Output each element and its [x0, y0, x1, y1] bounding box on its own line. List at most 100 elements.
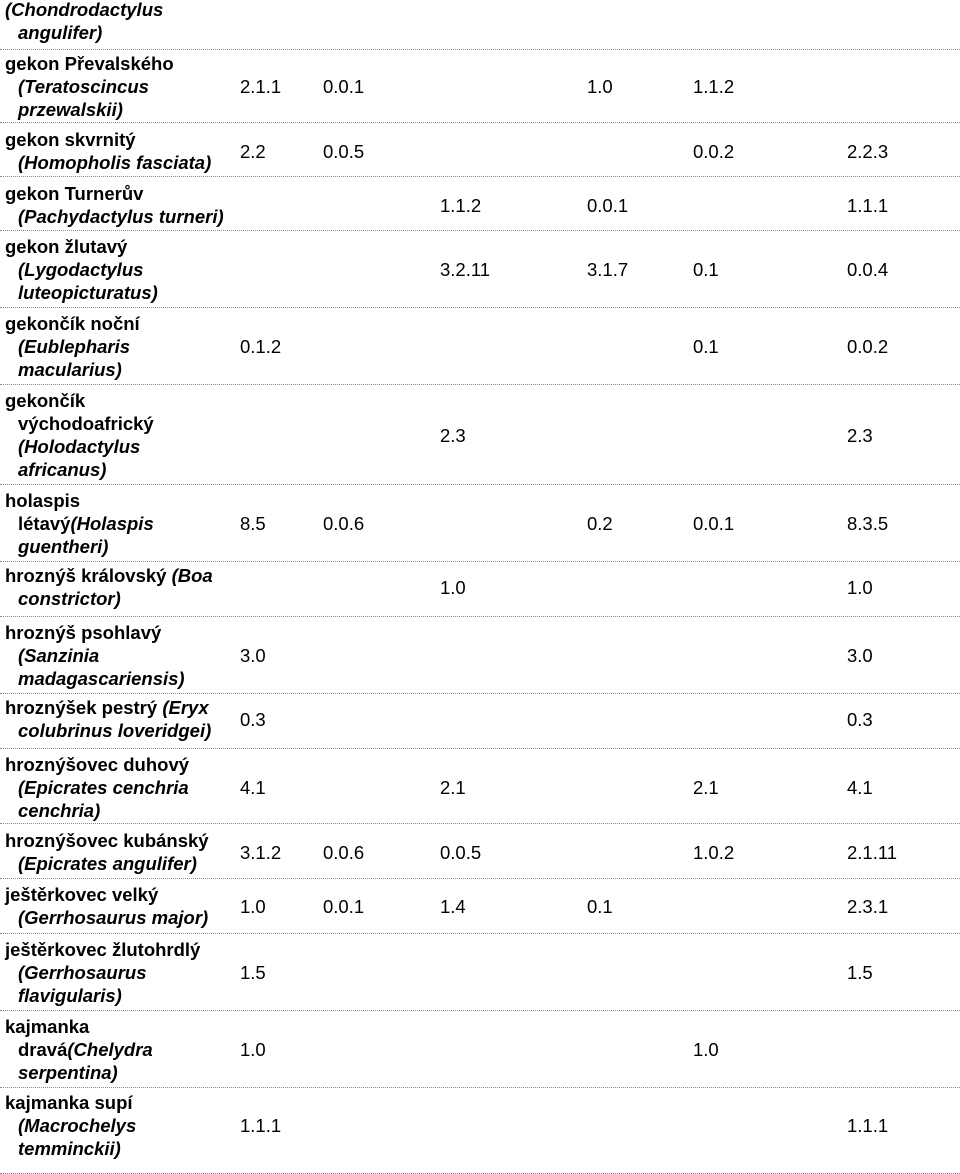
- value-cell: 1.1.2: [693, 76, 735, 97]
- table-row: hroznýš psohlavý (Sanzinia madagascariensi…: [0, 617, 960, 694]
- value-cell: 3.2.11: [440, 259, 491, 280]
- species-name-line: (Epicrates angulifer): [5, 852, 233, 875]
- value-cell: 2.3: [440, 425, 466, 446]
- table-row: kajmanka dravá(Chelydra serpentina) 1.0 1.0: [0, 1011, 960, 1088]
- common-name-text: létavý: [18, 513, 71, 534]
- common-name-text: gekončík noční: [5, 313, 140, 334]
- species-name-line: ještěrkovec velký: [5, 883, 233, 906]
- value-cell: 0.1: [693, 336, 719, 357]
- value-cell: 0.1: [693, 259, 719, 280]
- latin-name-text: macularius): [18, 359, 122, 380]
- species-name-line: (Gerrhosaurus: [5, 961, 233, 984]
- value-cell: 1.1.2: [440, 195, 482, 216]
- common-name-text: kajmanka: [5, 1016, 90, 1037]
- species-name: gekončík východoafrický (Holodactylus afric…: [5, 389, 233, 481]
- species-name: ještěrkovec velký (Gerrhosaurus major): [5, 883, 233, 929]
- value-cell: 2.1.1: [240, 76, 282, 97]
- table-row: gekončík východoafrický (Holodactylus afric…: [0, 385, 960, 485]
- latin-name-text: (Lygodactylus: [18, 259, 144, 280]
- table-row: hroznýš královský (Boa constrictor) 1.0 1.0: [0, 562, 960, 617]
- latin-name-text: guentheri): [18, 536, 109, 557]
- common-name-text: hroznýš psohlavý: [5, 622, 162, 643]
- latin-name-text: angulifer): [18, 22, 103, 43]
- species-name-line: hroznýšovec duhový: [5, 753, 233, 776]
- latin-name-text: (Gerrhosaurus major): [18, 907, 209, 928]
- species-name-line: (Lygodactylus: [5, 258, 233, 281]
- common-name-text: hroznýšek pestrý: [5, 697, 163, 718]
- value-cell: 0.3: [847, 709, 873, 730]
- species-name: hroznýšek pestrý (Eryx colubrinus loverid…: [5, 696, 233, 742]
- latin-name-text: constrictor): [18, 588, 121, 609]
- species-name: gekon skvrnitý (Homopholis fasciata): [5, 128, 233, 174]
- value-cell: 0.0.6: [323, 513, 365, 534]
- value-cell: 1.5: [847, 962, 873, 983]
- table-row: hroznýšovec kubánský (Epicrates angulifer…: [0, 824, 960, 879]
- species-name: gekon Turnerův (Pachydactylus turneri): [5, 182, 233, 228]
- value-cell: 3.0: [847, 645, 873, 666]
- species-name-line: temminckii): [5, 1137, 233, 1160]
- value-cell: 4.1: [240, 777, 266, 798]
- table-row: (Chondrodactylus angulifer): [0, 0, 960, 50]
- species-name-line: holaspis: [5, 489, 233, 512]
- species-name-line: africanus): [5, 458, 233, 481]
- common-name-text: dravá: [18, 1039, 68, 1060]
- value-cell: 0.0.5: [323, 141, 365, 162]
- species-name: holaspis létavý(Holaspis guentheri): [5, 489, 233, 558]
- species-name-line: flavigularis): [5, 984, 233, 1007]
- species-name-line: hroznýš královský (Boa: [5, 564, 233, 587]
- species-name-line: serpentina): [5, 1061, 233, 1084]
- latin-name-text: przewalskii): [18, 99, 123, 120]
- common-name-text: východoafrický: [18, 413, 154, 434]
- species-name-line: (Teratoscincus: [5, 75, 233, 98]
- value-cell: 1.5: [240, 962, 266, 983]
- value-cell: 1.0: [587, 76, 613, 97]
- latin-name-text: serpentina): [18, 1062, 118, 1083]
- species-name-line: colubrinus loveridgei): [5, 719, 233, 742]
- value-cell: 1.0: [440, 577, 466, 598]
- value-cell: 1.1.1: [240, 1115, 282, 1136]
- value-cell: 1.1.1: [847, 1115, 889, 1136]
- latin-name-text: (Teratoscincus: [18, 76, 149, 97]
- value-cell: 2.1: [693, 777, 719, 798]
- value-cell: 1.0: [240, 1039, 266, 1060]
- value-cell: 1.1.1: [847, 195, 889, 216]
- latin-name-text: colubrinus loveridgei): [18, 720, 212, 741]
- value-cell: 2.2.3: [847, 141, 889, 162]
- species-name-line: (Homopholis fasciata): [5, 151, 233, 174]
- species-name-line: (Macrochelys: [5, 1114, 233, 1137]
- latin-name-text: (Chondrodactylus: [5, 0, 164, 20]
- species-name: gekon žlutavý (Lygodactylus luteopicturatu…: [5, 235, 233, 304]
- latin-name-text: luteopicturatus): [18, 282, 158, 303]
- species-name: kajmanka dravá(Chelydra serpentina): [5, 1015, 233, 1084]
- species-name-line: guentheri): [5, 535, 233, 558]
- value-cell: 0.0.6: [323, 842, 365, 863]
- species-name-line: cenchria): [5, 799, 233, 822]
- table-row: hroznýšovec duhový (Epicrates cenchria cen…: [0, 749, 960, 824]
- value-cell: 8.5: [240, 513, 266, 534]
- table-row: hroznýšek pestrý (Eryx colubrinus loverid…: [0, 694, 960, 749]
- common-name-text: holaspis: [5, 490, 81, 511]
- table-row: gekon Turnerův (Pachydactylus turneri) 1.1…: [0, 177, 960, 231]
- species-name-line: hroznýš psohlavý: [5, 621, 233, 644]
- species-name-line: kajmanka: [5, 1015, 233, 1038]
- value-cell: 2.3.1: [847, 896, 889, 917]
- latin-name-text: (Pachydactylus turneri): [18, 206, 224, 227]
- species-name-line: (Holodactylus: [5, 435, 233, 458]
- value-cell: 3.0: [240, 645, 266, 666]
- latin-name-text: (Chelydra: [67, 1039, 153, 1060]
- common-name-text: gekončík: [5, 390, 86, 411]
- value-cell: 0.0.1: [693, 513, 735, 534]
- species-name: gekon Převalského (Teratoscincus przewalsk…: [5, 52, 233, 121]
- latin-name-text: flavigularis): [18, 985, 122, 1006]
- table-row: holaspis létavý(Holaspis guentheri) 8.5 0.0.…: [0, 485, 960, 562]
- latin-name-text: (Holaspis: [70, 513, 154, 534]
- species-name-line: madagascariensis): [5, 667, 233, 690]
- species-name-line: przewalskii): [5, 98, 233, 121]
- common-name-text: hroznýšovec duhový: [5, 754, 190, 775]
- value-cell: 0.2: [587, 513, 613, 534]
- species-name: hroznýš psohlavý (Sanzinia madagascariensi…: [5, 621, 233, 690]
- common-name-text: hroznýš královský: [5, 565, 172, 586]
- species-name-line: (Pachydactylus turneri): [5, 205, 233, 228]
- species-name: hroznýšovec kubánský (Epicrates angulifer…: [5, 829, 233, 875]
